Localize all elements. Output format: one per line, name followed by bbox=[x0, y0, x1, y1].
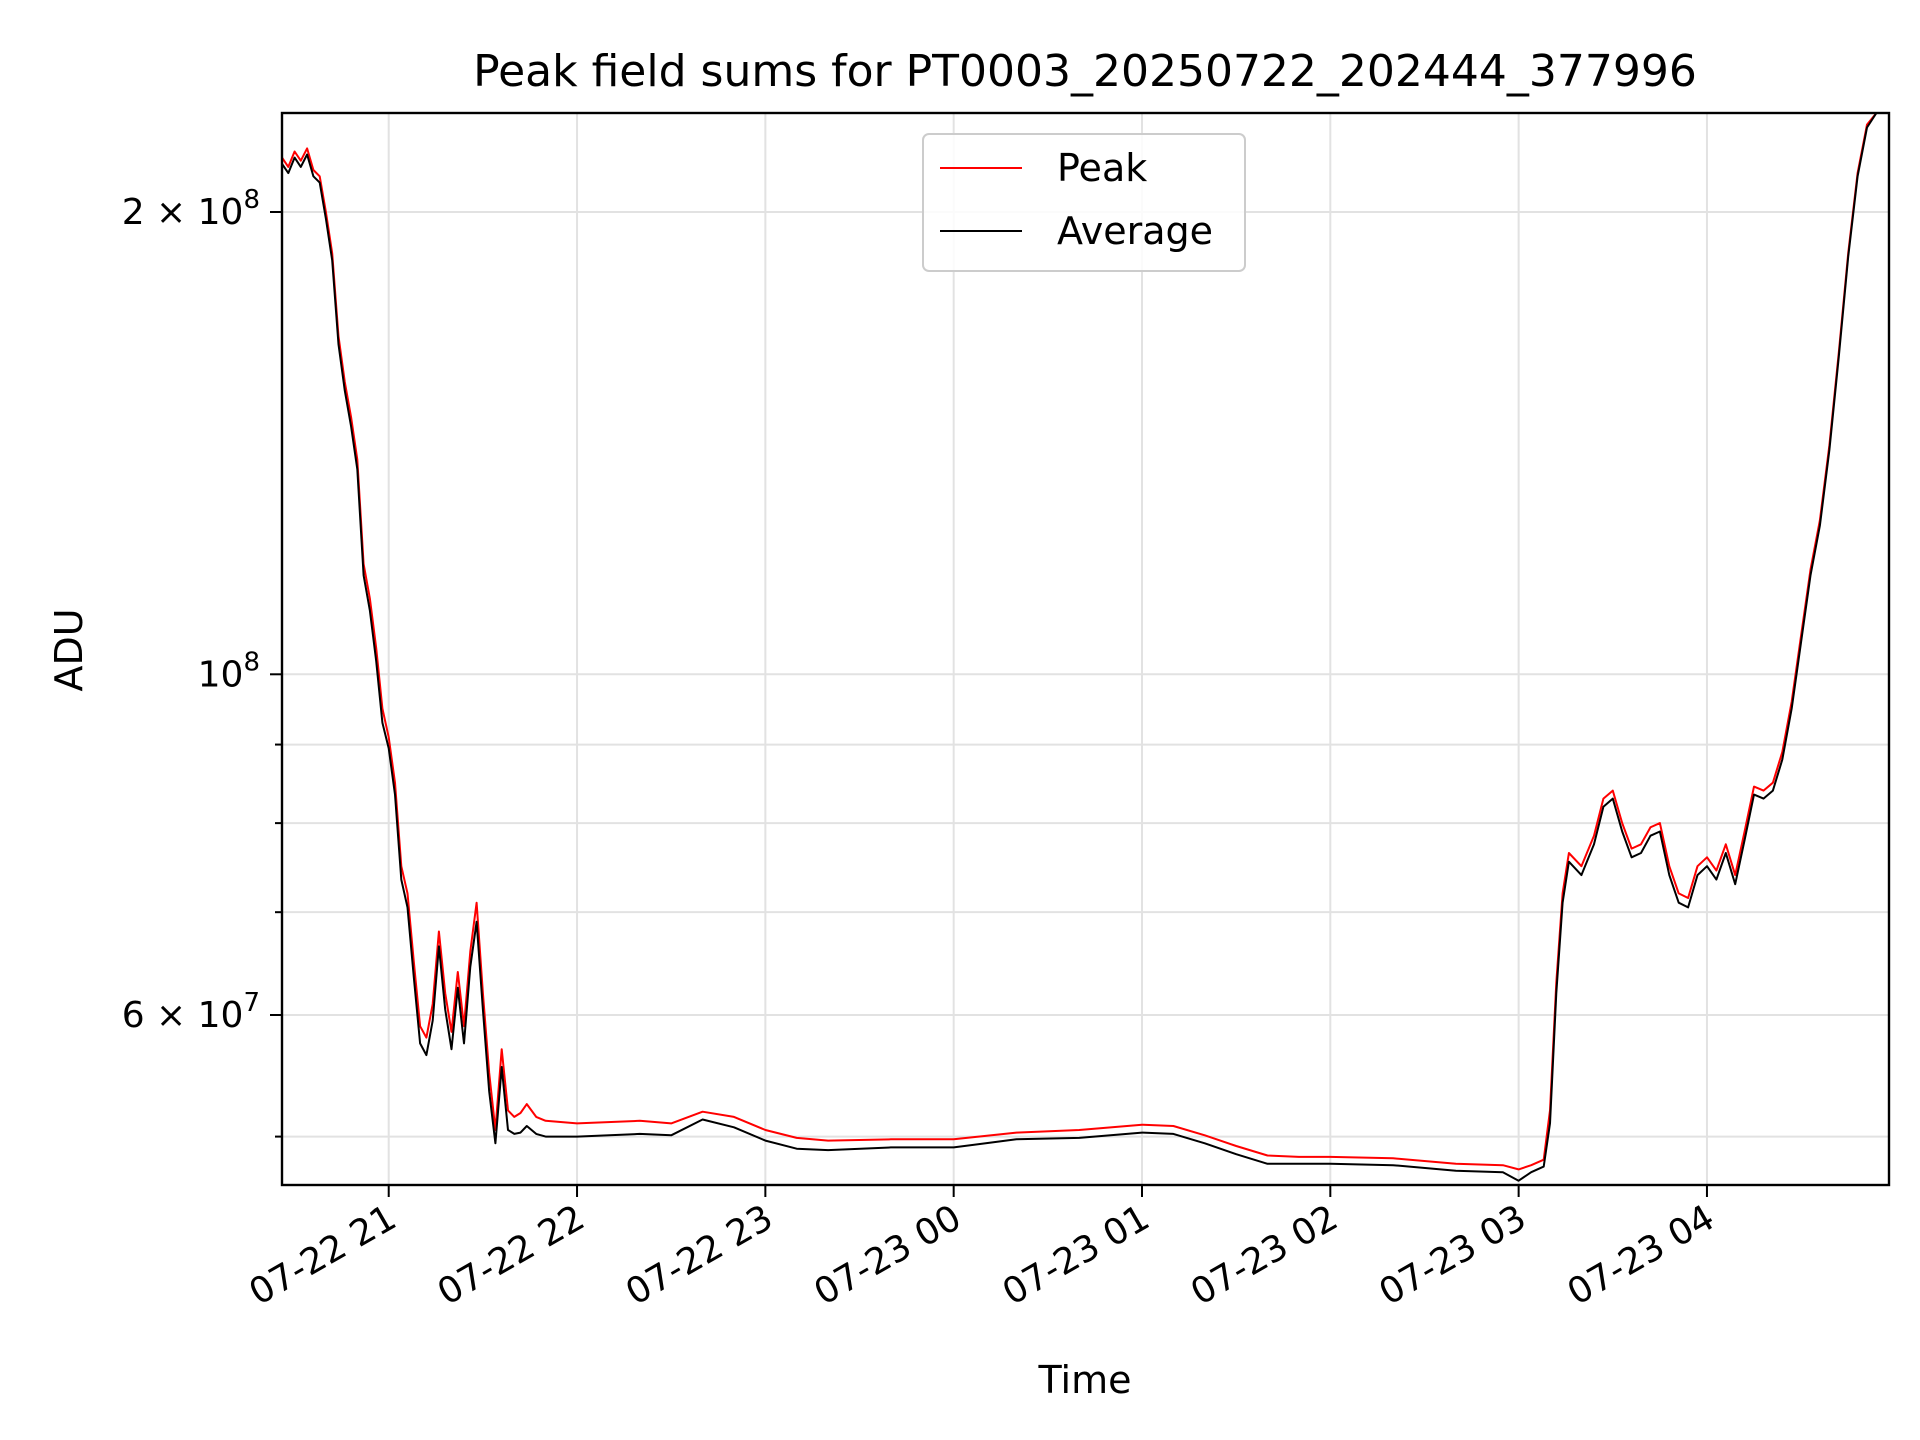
legend-label-peak: Peak bbox=[1057, 146, 1147, 190]
y-axis-label: ADU bbox=[47, 608, 91, 691]
series-line-average bbox=[282, 113, 1889, 1182]
y-tick-label: 108 bbox=[198, 647, 260, 695]
x-axis-label: Time bbox=[1038, 1358, 1132, 1402]
y-tick-label: 2 × 108 bbox=[122, 185, 260, 233]
legend-label-average: Average bbox=[1057, 209, 1213, 253]
chart-title: Peak field sums for PT0003_20250722_2024… bbox=[473, 46, 1697, 97]
plot-frame bbox=[280, 111, 1891, 1187]
series-line-peak bbox=[282, 113, 1889, 1171]
y-axis: 108 2 × 108 6 × 107 bbox=[122, 185, 282, 1138]
y-tick-label: 6 × 107 bbox=[122, 988, 260, 1036]
series-layer bbox=[282, 113, 1889, 1182]
legend: Peak Average bbox=[922, 133, 1246, 272]
